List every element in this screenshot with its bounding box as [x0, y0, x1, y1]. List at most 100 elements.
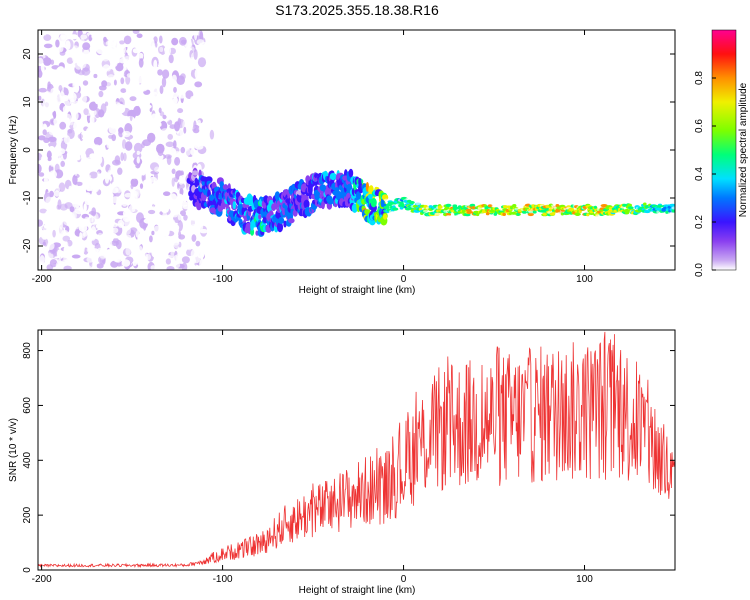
- heat-cell: [78, 192, 86, 202]
- heat-cell: [151, 127, 157, 132]
- heat-cell: [171, 37, 179, 46]
- heat-cell: [521, 210, 528, 214]
- heat-cell: [73, 100, 83, 107]
- heat-cell: [91, 261, 97, 270]
- heat-cell: [51, 183, 55, 189]
- heat-cell: [78, 224, 88, 233]
- heat-cell: [136, 212, 144, 224]
- heat-cell: [128, 158, 132, 165]
- heat-cell: [627, 206, 634, 210]
- heat-cell: [107, 170, 112, 175]
- heat-cell: [232, 201, 236, 210]
- heat-cell: [593, 205, 598, 209]
- heat-cell: [136, 33, 143, 39]
- heat-cell: [54, 151, 63, 161]
- y-tick-label: 0: [22, 147, 33, 153]
- heat-cell: [461, 209, 466, 213]
- heat-cell: [210, 215, 215, 222]
- heat-cell: [197, 119, 201, 126]
- heat-cell: [124, 192, 133, 198]
- heat-cell: [194, 94, 198, 100]
- heat-cell: [62, 105, 70, 114]
- heat-cell: [114, 256, 122, 263]
- heat-cell: [495, 200, 501, 204]
- heat-cell: [278, 216, 285, 225]
- heat-cell: [475, 212, 480, 217]
- heat-cell: [43, 123, 47, 129]
- heat-cell: [137, 235, 142, 246]
- heat-cell: [186, 217, 191, 228]
- heat-cell: [42, 75, 47, 85]
- heat-cell: [64, 241, 69, 249]
- heat-cell: [502, 212, 507, 216]
- heat-cell: [201, 83, 208, 95]
- heat-cell: [145, 241, 151, 247]
- heat-cell: [151, 113, 157, 123]
- snr-x-axis-label: Height of straight line (km): [299, 585, 416, 596]
- heat-cell: [47, 155, 52, 162]
- heat-cell: [190, 224, 199, 231]
- heat-cell: [58, 233, 63, 240]
- heat-cell: [471, 206, 477, 210]
- heat-cell: [71, 254, 81, 259]
- heat-cell: [157, 237, 167, 245]
- heat-cell: [534, 200, 540, 204]
- heat-cell: [86, 156, 96, 162]
- x-tick-label: 0: [401, 274, 407, 285]
- heat-cell: [493, 212, 498, 216]
- heat-cell: [141, 170, 146, 176]
- heat-cell: [59, 91, 65, 102]
- heat-cell: [69, 98, 75, 106]
- heat-cell: [148, 152, 153, 160]
- heat-cell: [200, 212, 205, 217]
- heat-cell: [135, 36, 141, 45]
- heat-cell: [49, 130, 57, 136]
- heat-cell: [489, 215, 494, 219]
- heat-cell: [172, 96, 178, 105]
- heat-cell: [512, 204, 517, 208]
- colorbar-tick-label: 0.8: [694, 71, 705, 85]
- heat-cell: [157, 133, 161, 138]
- heat-cell: [196, 201, 202, 211]
- heat-cell: [140, 201, 150, 212]
- heat-cell: [122, 130, 131, 138]
- heat-cell: [112, 159, 121, 166]
- heat-cell: [40, 155, 49, 161]
- heat-cell: [110, 260, 119, 268]
- y-tick-label: -10: [22, 190, 33, 205]
- heat-cell: [439, 205, 443, 209]
- heat-cell: [57, 249, 61, 259]
- heat-cell: [661, 201, 667, 205]
- heat-cell: [171, 168, 176, 175]
- heat-cell: [169, 243, 175, 250]
- heat-cell: [183, 196, 187, 203]
- heat-cell: [258, 214, 262, 220]
- heat-cell: [80, 34, 88, 40]
- heat-cell: [190, 249, 196, 259]
- heat-cell: [39, 208, 47, 214]
- heat-cell: [159, 172, 168, 178]
- heat-cell: [104, 264, 111, 270]
- heat-cell: [124, 141, 133, 151]
- heat-cell: [390, 211, 396, 214]
- heat-cell: [87, 265, 92, 270]
- heat-cell: [138, 265, 146, 270]
- heat-cell: [77, 70, 85, 76]
- heat-cell: [532, 210, 537, 214]
- heat-cell: [138, 245, 143, 257]
- heat-cell: [104, 205, 110, 211]
- heat-cell: [147, 185, 156, 191]
- heat-cell: [77, 165, 84, 172]
- heat-cell: [126, 73, 134, 78]
- heat-cell: [131, 190, 139, 197]
- heat-cell: [102, 137, 107, 145]
- heat-cell: [97, 232, 103, 241]
- heat-cell: [68, 70, 76, 75]
- heat-cell: [133, 116, 143, 126]
- heat-cell: [193, 49, 198, 60]
- heat-cell: [444, 199, 450, 203]
- heat-cell: [152, 199, 162, 206]
- heat-cell: [117, 167, 123, 175]
- heat-cell: [191, 61, 195, 71]
- heat-cell: [111, 57, 118, 67]
